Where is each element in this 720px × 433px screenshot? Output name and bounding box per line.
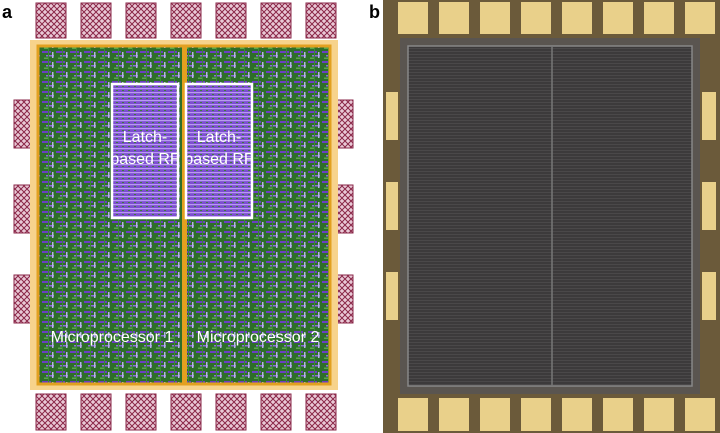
photo-panel: [383, 0, 720, 433]
io-pad: [80, 393, 112, 431]
layout-panel: Latch-based RF Latch-based RF Microproce…: [13, 2, 354, 431]
io-pad: [125, 393, 157, 431]
panel-label: b: [369, 2, 380, 22]
bond-pad: [480, 2, 510, 34]
bond-pad: [644, 2, 674, 34]
region-label: Latch-based RF: [110, 129, 180, 168]
bond-pad: [685, 2, 715, 34]
region-label: Latch-based RF: [184, 129, 254, 168]
register-file: [184, 82, 254, 220]
bond-pad: [386, 182, 398, 230]
bond-pad: [439, 2, 469, 34]
io-pad: [305, 393, 337, 431]
io-pad: [305, 2, 337, 39]
io-pad: [260, 393, 292, 431]
io-pad: [170, 393, 202, 431]
bond-pad: [521, 398, 551, 431]
core-label: Microprocessor 2: [197, 329, 320, 346]
bond-pad: [702, 272, 716, 320]
bond-pad: [386, 272, 398, 320]
bond-pad: [702, 92, 716, 140]
bond-pad: [644, 398, 674, 431]
bond-pad: [439, 398, 469, 431]
bond-pad: [702, 182, 716, 230]
bond-pad: [386, 92, 398, 140]
bond-pad: [521, 2, 551, 34]
io-pad: [80, 2, 112, 39]
bond-pad: [562, 2, 592, 34]
die-core: [408, 46, 692, 386]
panel-label: a: [2, 2, 13, 22]
core-divider: [182, 46, 187, 384]
io-pad: [35, 393, 67, 431]
bond-pad: [398, 398, 428, 431]
io-pad: [35, 2, 67, 39]
io-pad: [215, 2, 247, 39]
bond-pad: [685, 398, 715, 431]
register-file: [110, 82, 180, 220]
core-label: Microprocessor 1: [51, 329, 174, 346]
io-pad: [260, 2, 292, 39]
io-pad: [170, 2, 202, 39]
bond-pad: [603, 398, 633, 431]
io-pad: [125, 2, 157, 39]
bond-pad: [480, 398, 510, 431]
bond-pad: [398, 2, 428, 34]
bond-pad: [603, 2, 633, 34]
bond-pad: [562, 398, 592, 431]
io-pad: [215, 393, 247, 431]
die-edge: [407, 45, 693, 387]
